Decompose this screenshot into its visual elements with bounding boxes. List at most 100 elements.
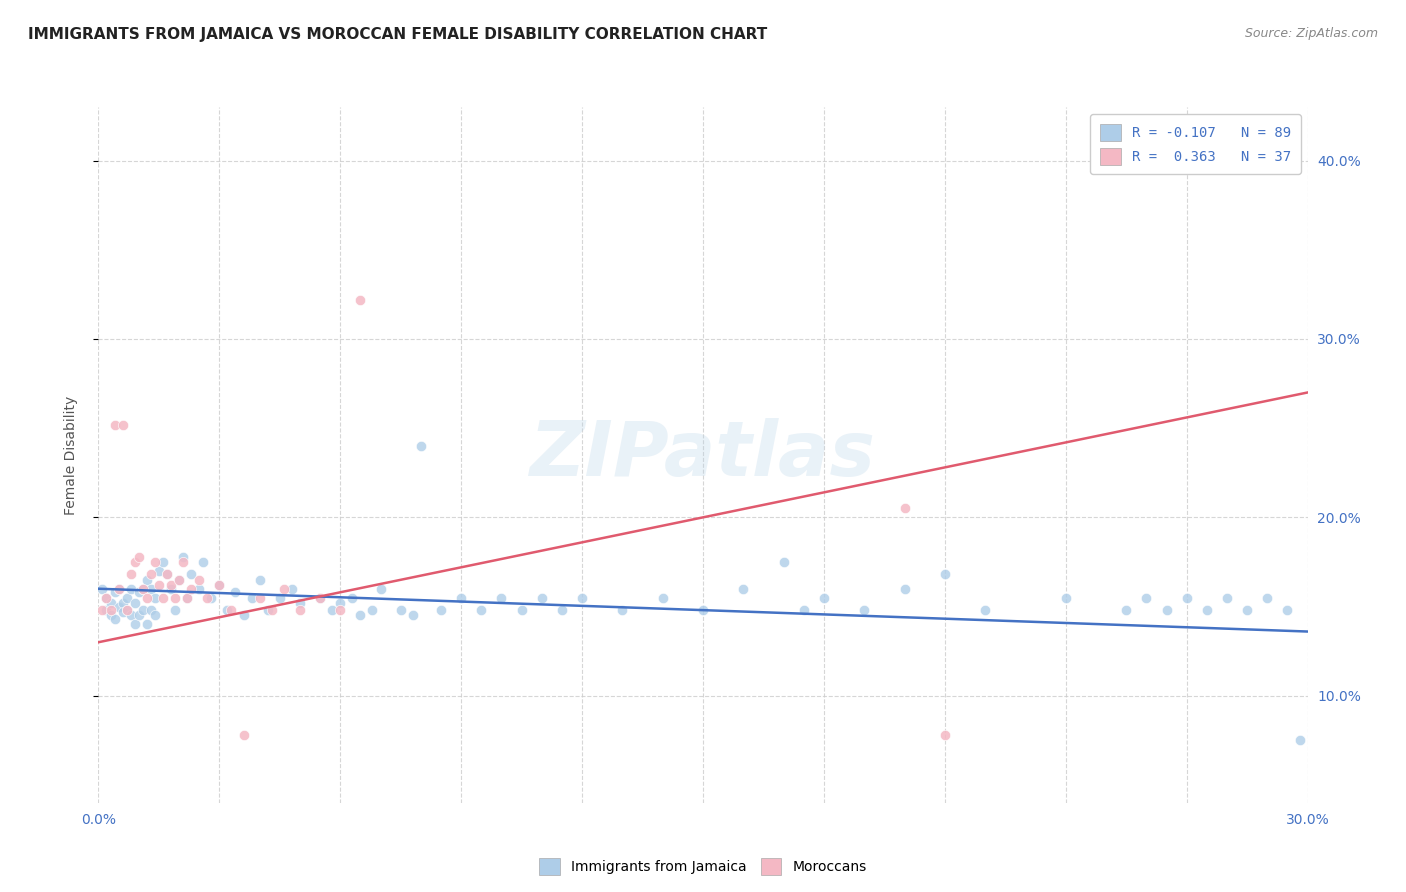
Point: [188, 573, 211, 587]
Point: [813, 591, 835, 605]
Point: [733, 582, 755, 596]
Point: [96, 591, 118, 605]
Point: [1236, 603, 1258, 617]
Point: [128, 608, 150, 623]
Point: [249, 591, 271, 605]
Point: [139, 567, 162, 582]
Point: [132, 603, 155, 617]
Point: [402, 608, 425, 623]
Point: [232, 608, 254, 623]
Point: [120, 608, 142, 623]
Point: [1277, 603, 1299, 617]
Y-axis label: Female Disability: Female Disability: [63, 395, 77, 515]
Point: [1288, 733, 1310, 747]
Point: [135, 591, 157, 605]
Point: [103, 585, 125, 599]
Point: [107, 599, 129, 614]
Point: [111, 596, 134, 610]
Point: [349, 293, 371, 307]
Point: [934, 728, 956, 742]
Point: [1115, 603, 1137, 617]
Point: [269, 591, 291, 605]
Point: [100, 603, 122, 617]
Point: [1054, 591, 1077, 605]
Point: [249, 573, 271, 587]
Point: [450, 591, 472, 605]
Point: [309, 591, 332, 605]
Point: [221, 603, 243, 617]
Point: [107, 582, 129, 596]
Point: [240, 591, 263, 605]
Point: [176, 591, 198, 605]
Point: [1216, 591, 1239, 605]
Point: [115, 603, 138, 617]
Point: [180, 582, 202, 596]
Point: [288, 603, 311, 617]
Point: [120, 567, 142, 582]
Point: [143, 555, 166, 569]
Point: [342, 591, 364, 605]
Point: [288, 596, 311, 610]
Point: [172, 555, 194, 569]
Point: [309, 591, 332, 605]
Point: [772, 555, 794, 569]
Point: [793, 603, 815, 617]
Point: [91, 603, 114, 617]
Point: [132, 582, 155, 596]
Point: [91, 582, 114, 596]
Point: [139, 582, 162, 596]
Point: [893, 582, 915, 596]
Point: [361, 603, 384, 617]
Point: [1175, 591, 1198, 605]
Point: [111, 417, 134, 432]
Point: [172, 549, 194, 564]
Point: [148, 578, 170, 592]
Point: [160, 582, 183, 596]
Point: [692, 603, 714, 617]
Point: [349, 608, 371, 623]
Point: [180, 567, 202, 582]
Point: [160, 578, 183, 592]
Text: ZIPatlas: ZIPatlas: [530, 418, 876, 491]
Point: [156, 567, 179, 582]
Point: [470, 603, 492, 617]
Point: [152, 591, 174, 605]
Point: [281, 582, 304, 596]
Point: [612, 603, 634, 617]
Point: [224, 585, 246, 599]
Point: [195, 591, 218, 605]
Point: [430, 603, 453, 617]
Point: [167, 573, 190, 587]
Text: IMMIGRANTS FROM JAMAICA VS MOROCCAN FEMALE DISABILITY CORRELATION CHART: IMMIGRANTS FROM JAMAICA VS MOROCCAN FEMA…: [28, 27, 768, 42]
Text: Source: ZipAtlas.com: Source: ZipAtlas.com: [1244, 27, 1378, 40]
Point: [510, 603, 533, 617]
Point: [176, 591, 198, 605]
Point: [321, 603, 343, 617]
Point: [128, 585, 150, 599]
Point: [1195, 603, 1218, 617]
Point: [208, 578, 231, 592]
Point: [934, 567, 956, 582]
Point: [115, 591, 138, 605]
Point: [370, 582, 392, 596]
Point: [103, 612, 125, 626]
Point: [232, 728, 254, 742]
Point: [409, 439, 432, 453]
Point: [651, 591, 673, 605]
Point: [329, 603, 352, 617]
Point: [256, 603, 278, 617]
Legend: R = -0.107   N = 89, R =  0.363   N = 37: R = -0.107 N = 89, R = 0.363 N = 37: [1090, 114, 1301, 174]
Point: [111, 605, 134, 619]
Point: [148, 564, 170, 578]
Point: [143, 608, 166, 623]
Point: [128, 549, 150, 564]
Point: [193, 555, 215, 569]
Point: [135, 617, 157, 632]
Point: [100, 596, 122, 610]
Point: [530, 591, 553, 605]
Point: [389, 603, 412, 617]
Point: [260, 603, 283, 617]
Point: [152, 555, 174, 569]
Point: [974, 603, 997, 617]
Point: [120, 582, 142, 596]
